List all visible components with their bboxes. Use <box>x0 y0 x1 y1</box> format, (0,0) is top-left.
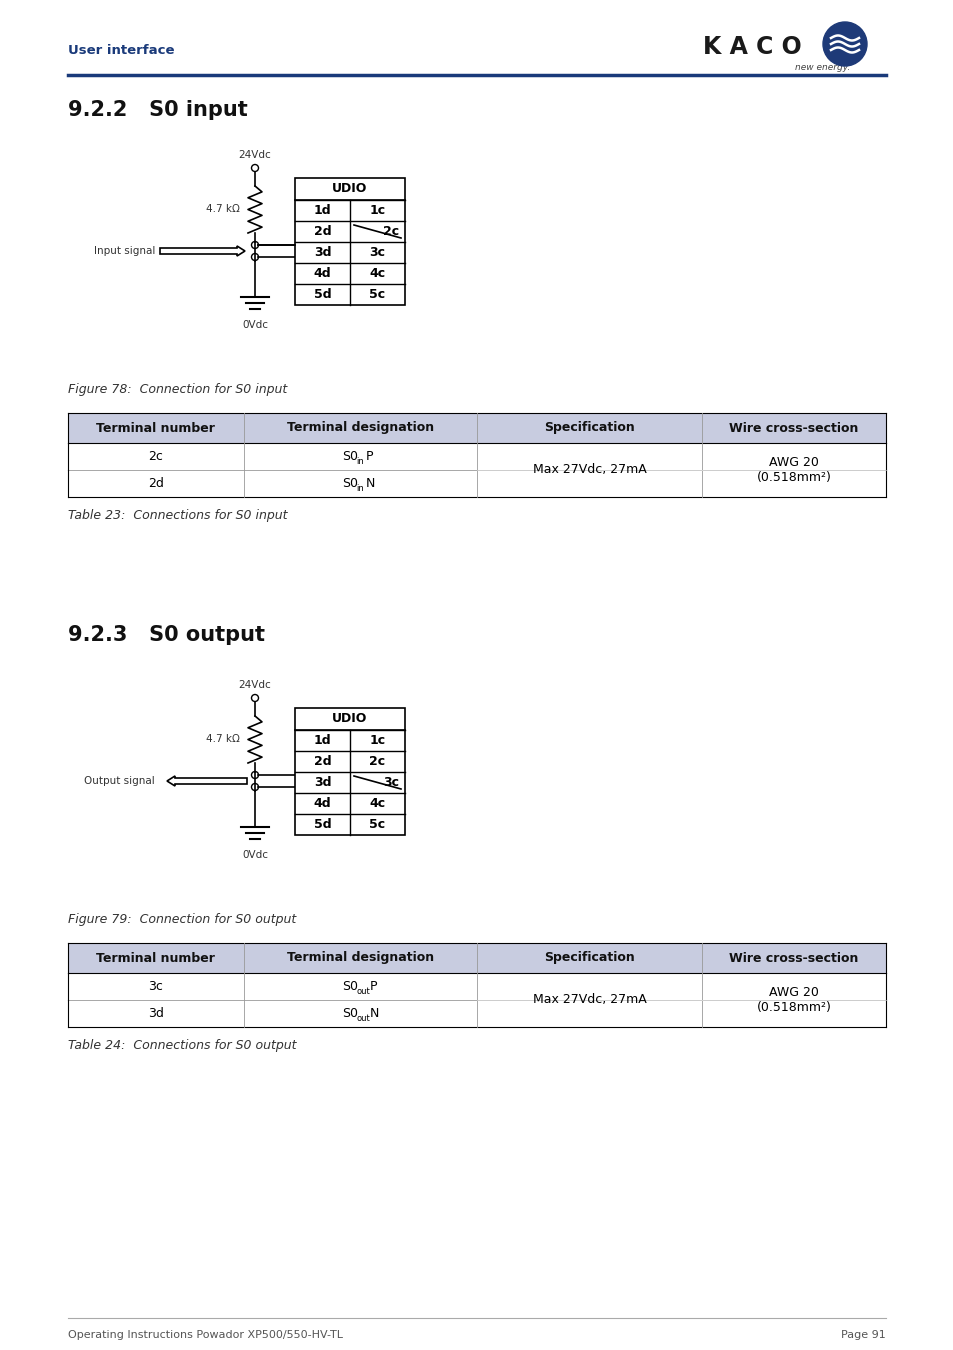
Text: Specification: Specification <box>543 421 634 435</box>
Text: 3d: 3d <box>314 776 331 788</box>
Text: S0: S0 <box>342 1007 358 1021</box>
Text: 1d: 1d <box>314 734 331 747</box>
Text: 0Vdc: 0Vdc <box>242 850 268 860</box>
Text: N: N <box>366 477 375 490</box>
Text: Terminal designation: Terminal designation <box>287 952 434 964</box>
Text: 9.2.3   S0 output: 9.2.3 S0 output <box>68 625 265 645</box>
Text: new energy.: new energy. <box>794 63 849 73</box>
Ellipse shape <box>822 22 866 66</box>
Text: Terminal number: Terminal number <box>96 421 215 435</box>
Text: 2c: 2c <box>149 450 163 463</box>
Text: 2d: 2d <box>148 477 164 490</box>
Text: 4d: 4d <box>314 267 331 279</box>
Text: 1d: 1d <box>314 204 331 217</box>
Text: Figure 79:  Connection for S0 output: Figure 79: Connection for S0 output <box>68 914 296 926</box>
Text: N: N <box>370 1007 378 1021</box>
Text: 5d: 5d <box>314 288 331 301</box>
Text: 4c: 4c <box>369 796 385 810</box>
FancyArrow shape <box>167 776 247 786</box>
Text: AWG 20: AWG 20 <box>768 987 818 999</box>
Text: 3c: 3c <box>369 246 385 259</box>
FancyArrow shape <box>160 246 245 256</box>
Text: Input signal: Input signal <box>93 246 154 256</box>
Text: out: out <box>356 1014 370 1023</box>
Text: Wire cross-section: Wire cross-section <box>728 421 858 435</box>
Text: 1c: 1c <box>369 734 385 747</box>
Text: in: in <box>356 458 364 466</box>
Text: UDIO: UDIO <box>332 182 367 196</box>
Text: Wire cross-section: Wire cross-section <box>728 952 858 964</box>
Text: 3d: 3d <box>148 1007 164 1021</box>
Text: 3c: 3c <box>382 776 398 788</box>
Text: Max 27Vdc, 27mA: Max 27Vdc, 27mA <box>532 463 646 477</box>
Text: Terminal number: Terminal number <box>96 952 215 964</box>
Text: S0: S0 <box>342 477 358 490</box>
Text: AWG 20: AWG 20 <box>768 456 818 470</box>
Text: (0.518mm²): (0.518mm²) <box>756 471 831 485</box>
Text: 2c: 2c <box>369 755 385 768</box>
Bar <box>294 707 405 836</box>
Text: Terminal designation: Terminal designation <box>287 421 434 435</box>
Bar <box>68 944 885 973</box>
Text: 5c: 5c <box>369 818 385 832</box>
Text: in: in <box>356 485 364 493</box>
Text: 0Vdc: 0Vdc <box>242 320 268 329</box>
Text: UDIO: UDIO <box>332 713 367 725</box>
Text: User interface: User interface <box>68 43 174 57</box>
Text: Operating Instructions Powador XP500/550-HV-TL: Operating Instructions Powador XP500/550… <box>68 1330 343 1341</box>
Text: 2d: 2d <box>314 755 331 768</box>
Text: 2c: 2c <box>382 225 398 238</box>
Text: 9.2.2   S0 input: 9.2.2 S0 input <box>68 100 248 120</box>
Text: 4.7 kΩ: 4.7 kΩ <box>206 204 240 215</box>
Text: P: P <box>366 450 374 463</box>
Text: 1c: 1c <box>369 204 385 217</box>
Bar <box>68 413 885 443</box>
Text: Figure 78:  Connection for S0 input: Figure 78: Connection for S0 input <box>68 383 287 397</box>
Text: S0: S0 <box>342 450 358 463</box>
Text: Specification: Specification <box>543 952 634 964</box>
Text: P: P <box>370 980 377 994</box>
Text: out: out <box>356 987 370 996</box>
Text: Table 24:  Connections for S0 output: Table 24: Connections for S0 output <box>68 1038 296 1052</box>
Text: 5c: 5c <box>369 288 385 301</box>
Bar <box>294 178 405 305</box>
Text: Page 91: Page 91 <box>841 1330 885 1341</box>
Text: 4.7 kΩ: 4.7 kΩ <box>206 734 240 744</box>
Text: 3d: 3d <box>314 246 331 259</box>
Text: 5d: 5d <box>314 818 331 832</box>
Text: Output signal: Output signal <box>84 776 154 786</box>
Text: S0: S0 <box>342 980 358 994</box>
Text: K A C O: K A C O <box>702 35 801 59</box>
Text: Max 27Vdc, 27mA: Max 27Vdc, 27mA <box>532 994 646 1007</box>
Text: 4d: 4d <box>314 796 331 810</box>
Text: 2d: 2d <box>314 225 331 238</box>
Text: 24Vdc: 24Vdc <box>238 680 271 690</box>
Text: 3c: 3c <box>149 980 163 994</box>
Text: Table 23:  Connections for S0 input: Table 23: Connections for S0 input <box>68 509 287 521</box>
Text: 4c: 4c <box>369 267 385 279</box>
Text: 24Vdc: 24Vdc <box>238 150 271 161</box>
Text: (0.518mm²): (0.518mm²) <box>756 1002 831 1014</box>
